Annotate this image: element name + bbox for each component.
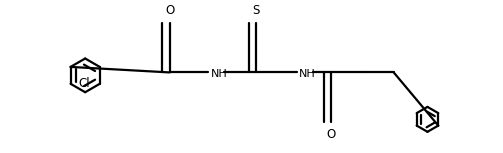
Text: NH: NH	[211, 69, 227, 79]
Text: NH: NH	[299, 69, 315, 79]
Text: O: O	[326, 128, 336, 141]
Text: S: S	[253, 4, 260, 17]
Text: O: O	[165, 4, 174, 17]
Text: Cl: Cl	[78, 77, 90, 90]
